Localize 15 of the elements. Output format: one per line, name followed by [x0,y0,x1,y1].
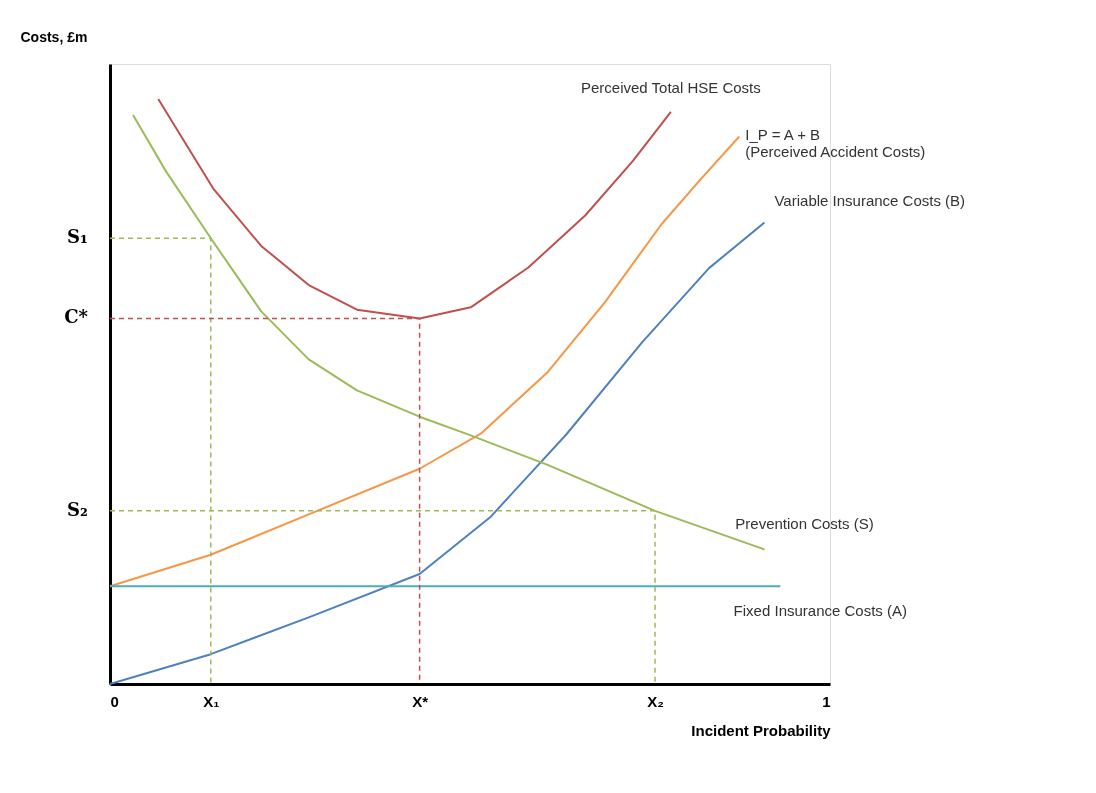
series-label: Fixed Insurance Costs (A) [733,602,908,620]
series-label: Prevention Costs (S) [735,515,874,533]
text: S₁ [67,226,88,248]
x-tick-label: 1 [822,692,831,710]
x-tick-label: X₂ [647,692,664,710]
series-label: I_P = A + B (Perceived Accident Costs) [745,125,926,160]
x-tick-label: X₁ [203,692,220,710]
text: C* [64,306,89,328]
x-tick-label: X* [412,692,429,710]
x-tick-label: 0 [110,692,119,710]
text: S₂ [67,498,88,520]
series-label: Variable Insurance Costs (B) [774,191,966,209]
x-axis-title: Incident Probability [691,721,832,739]
series-label: Perceived Total HSE Costs [580,78,761,96]
y-axis-title: Costs, £m [20,28,88,45]
